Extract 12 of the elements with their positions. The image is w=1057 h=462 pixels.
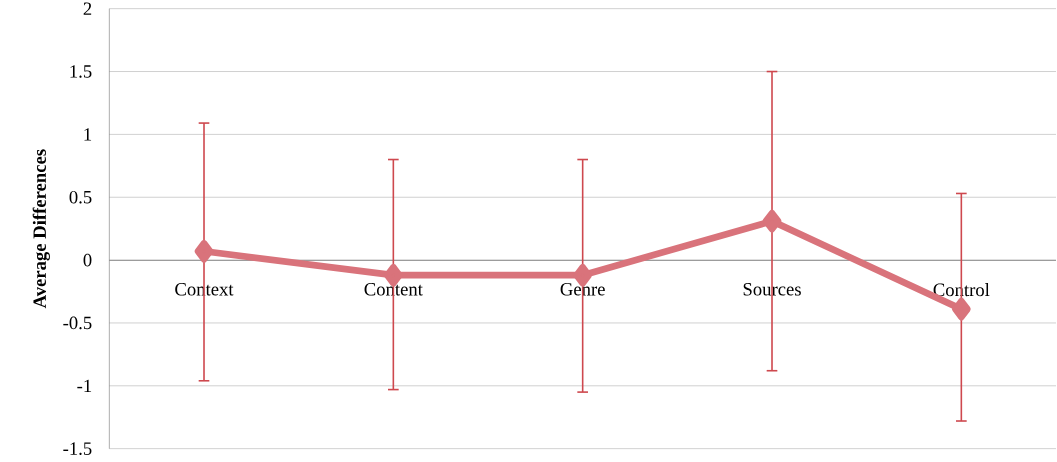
- y-tick-label: 2: [83, 2, 92, 15]
- point: [762, 209, 782, 233]
- y-tick-label: -1: [77, 379, 92, 392]
- point: [194, 239, 214, 263]
- y-tick-label: -0.5: [63, 316, 92, 330]
- y-tick-label: -1.5: [63, 442, 92, 455]
- y-tick-label: 1.5: [70, 65, 92, 78]
- y-tick-label: 0: [83, 253, 92, 267]
- point: [952, 297, 971, 321]
- y-axis-title: Average Differences: [32, 149, 50, 309]
- y-tick-label: 1: [84, 128, 92, 141]
- y-tick-label: 0.5: [69, 190, 92, 204]
